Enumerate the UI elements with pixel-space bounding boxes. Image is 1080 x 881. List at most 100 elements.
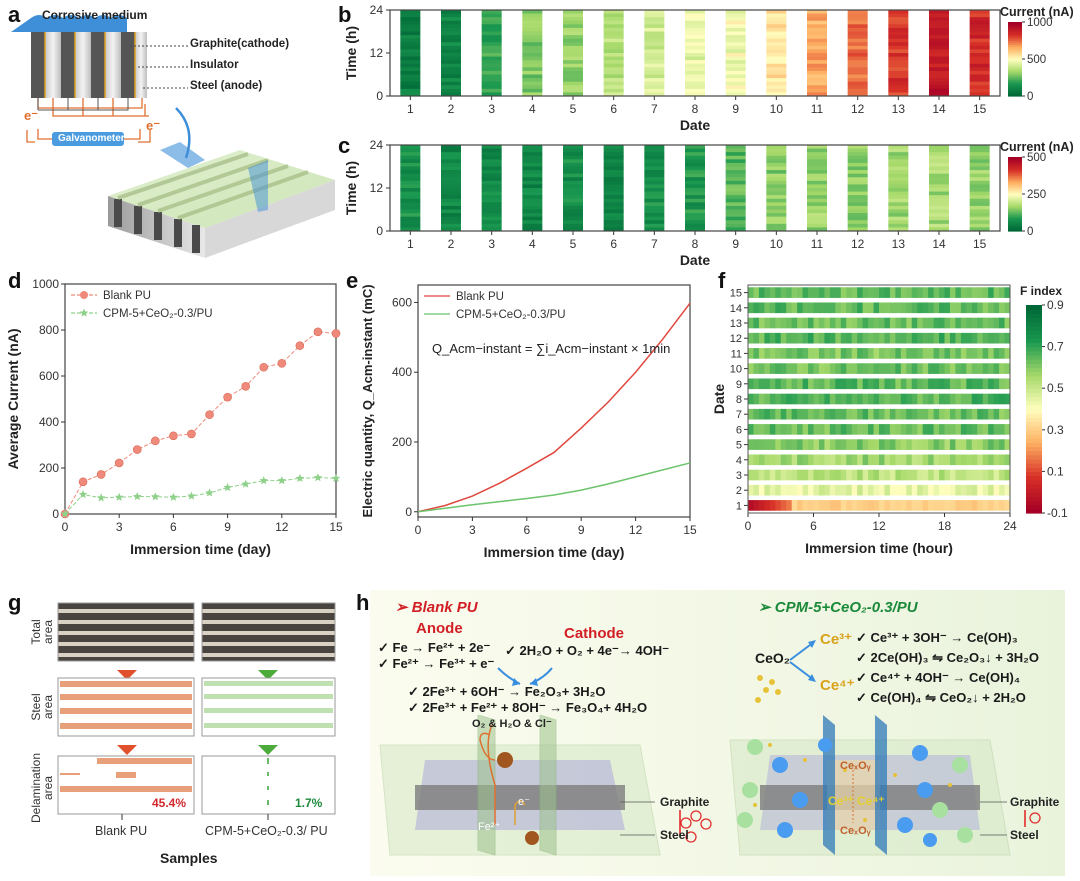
- heatmap-cell: [888, 67, 909, 72]
- heatmap-cell: [966, 378, 973, 390]
- heatmap-cell: [888, 70, 909, 75]
- colorbar-segment: [1026, 479, 1042, 485]
- heatmap-column: [807, 10, 827, 97]
- heatmap-cell: [835, 454, 842, 466]
- colorbar-segment: [1008, 208, 1022, 212]
- heatmap-cell: [884, 332, 891, 344]
- heatmap-cell: [929, 38, 949, 43]
- x-axis-label: Immersion time (day): [484, 544, 625, 560]
- heatmap-cell: [725, 49, 746, 54]
- heatmap-cell: [481, 88, 502, 93]
- heatmap-cell: [888, 155, 909, 160]
- heatmap-cell: [441, 152, 461, 157]
- y-tick-label: 2: [736, 485, 742, 497]
- heatmap-cell: [944, 500, 951, 511]
- colorbar-segment: [1026, 450, 1042, 456]
- heatmap-cell: [847, 216, 868, 221]
- heatmap-cell: [522, 24, 543, 29]
- heatmap-cell: [758, 393, 765, 405]
- heatmap-cell: [1004, 302, 1011, 314]
- heatmap-cell: [807, 170, 827, 175]
- heatmap-cell: [960, 348, 967, 359]
- heatmap-cell: [969, 31, 990, 36]
- heatmap-cell: [993, 348, 1000, 359]
- colorbar-segment: [1008, 164, 1022, 167]
- x-tick-label: 6: [610, 237, 617, 251]
- x-tick-label: 15: [973, 102, 987, 116]
- heatmap-cell: [753, 500, 760, 511]
- heatmap-cell: [753, 393, 760, 405]
- heatmap-cell: [725, 78, 746, 83]
- heatmap-cell: [846, 484, 853, 496]
- heatmap-cell: [748, 439, 754, 450]
- heatmap-cell: [857, 287, 864, 298]
- y-tick-label: 24: [370, 3, 384, 17]
- heatmap-cell: [993, 469, 1000, 481]
- heatmap-cell: [840, 439, 847, 450]
- colorbar-segment: [1026, 400, 1042, 406]
- heatmap-cell: [603, 20, 624, 25]
- heatmap-cell: [873, 393, 880, 405]
- heatmap-cell: [879, 348, 885, 359]
- colorbar-tick-label: 500: [1027, 54, 1046, 66]
- heatmap-cell: [813, 378, 820, 390]
- heatmap-cell: [644, 45, 665, 50]
- heatmap-cell: [725, 63, 746, 68]
- heatmap-cell: [922, 348, 929, 359]
- heatmap-cell: [862, 454, 869, 466]
- heatmap-cell: [868, 378, 875, 390]
- heatmap-cell: [563, 159, 583, 164]
- heatmap-cell: [944, 424, 951, 435]
- heatmap-cell: [400, 88, 421, 93]
- heatmap-cell: [563, 63, 583, 68]
- product-eq-2: ✓ 2Fe³⁺ + Fe²⁺ + 8OH⁻ → Fe₃O₄+ 4H₂O: [408, 700, 648, 715]
- heatmap-cell: [481, 63, 502, 68]
- heatmap-cell: [766, 205, 787, 210]
- heatmap-cell: [807, 188, 827, 193]
- cpm-title: ➢ CPM-5+CeO₂-0.3/PU: [758, 599, 918, 616]
- heatmap-cell: [884, 302, 891, 314]
- heatmap-cell: [879, 317, 885, 329]
- heatmap-cell: [748, 424, 754, 435]
- heatmap-cell: [929, 49, 949, 54]
- colorbar-segment: [1008, 57, 1022, 60]
- heatmap-cell: [791, 317, 798, 329]
- row-label-total: Total: [29, 619, 43, 644]
- heatmap-cell: [889, 363, 896, 374]
- heatmap-cell: [441, 63, 461, 68]
- heatmap-cell: [888, 10, 909, 15]
- heatmap-cell: [400, 35, 421, 40]
- heatmap-cell: [769, 500, 776, 511]
- heatmap-cell: [400, 27, 421, 32]
- heatmap-cell: [725, 53, 746, 58]
- heatmap-cell: [753, 332, 760, 344]
- cathode-eq: ✓ 2H₂O + O₂ + 4e⁻→ 4OH⁻: [505, 643, 670, 658]
- data-point: [277, 476, 287, 485]
- heatmap-cell: [481, 81, 502, 86]
- heatmap-cell: [835, 363, 842, 374]
- heatmap-cell: [780, 393, 787, 405]
- colorbar-segment: [1008, 218, 1022, 221]
- heatmap-cell: [725, 205, 746, 210]
- heatmap-cell: [481, 195, 502, 200]
- heatmap-cell: [780, 348, 787, 359]
- data-point: [114, 492, 124, 501]
- heatmap-cell: [969, 24, 990, 29]
- heatmap-cell: [879, 500, 885, 511]
- heatmap-cell: [775, 348, 782, 359]
- heatmap-cell: [644, 63, 665, 68]
- heatmap-cell: [900, 484, 907, 496]
- heatmap-cell: [400, 152, 421, 157]
- heatmap-cell: [955, 439, 962, 450]
- heatmap-cell: [748, 287, 754, 298]
- heatmap-cell: [969, 188, 990, 193]
- heatmap-cell: [441, 155, 461, 160]
- heatmap-cell: [944, 454, 951, 466]
- heatmap-cell: [888, 20, 909, 25]
- galvanometer-label: Galvanometer: [58, 133, 125, 144]
- colorbar-segment: [1026, 475, 1042, 481]
- heatmap-cell: [441, 209, 461, 214]
- data-point: [96, 493, 106, 502]
- heatmap-column: [766, 10, 787, 97]
- heatmap-cell: [644, 67, 665, 72]
